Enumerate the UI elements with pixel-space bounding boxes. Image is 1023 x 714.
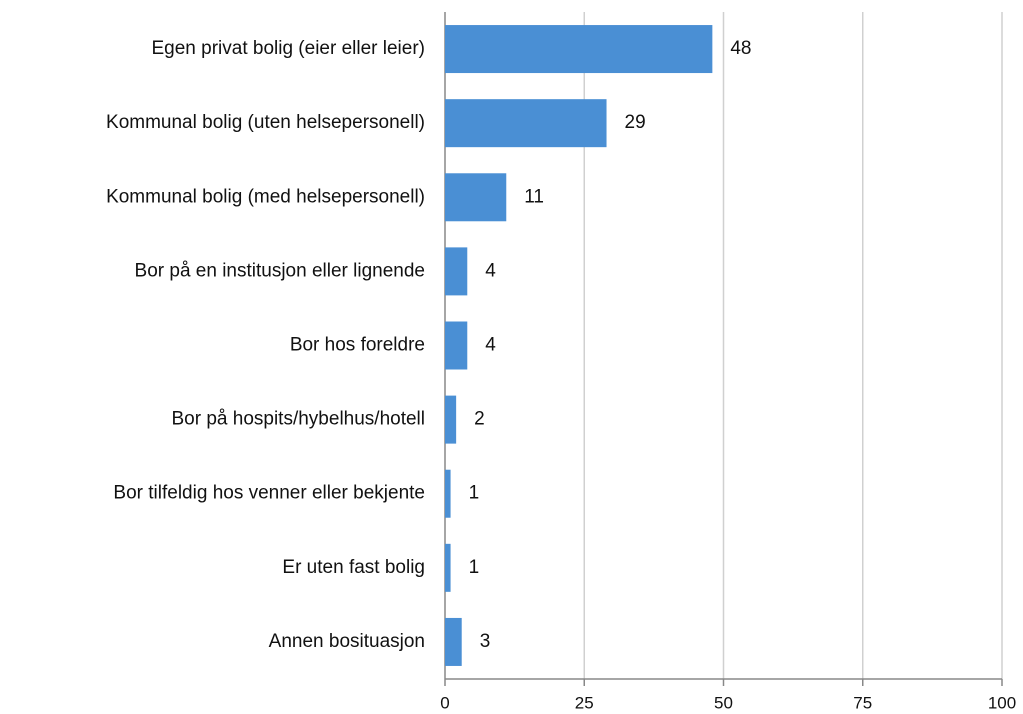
value-label: 4 [485, 335, 496, 356]
x-tick-label: 75 [853, 693, 872, 712]
bar [445, 173, 507, 222]
bar [445, 321, 468, 370]
value-label: 3 [480, 631, 491, 652]
value-label: 11 [524, 186, 544, 207]
x-tick-label: 25 [575, 693, 594, 712]
category-label: Bor på en institusjon eller lignende [135, 260, 425, 281]
value-label: 1 [469, 483, 480, 504]
x-tick-label: 0 [440, 693, 449, 712]
category-label: Bor på hospits/hybelhus/hotell [172, 409, 426, 430]
category-label: Er uten fast bolig [282, 557, 425, 578]
bar [445, 25, 713, 74]
category-label: Kommunal bolig (med helsepersonell) [106, 186, 425, 207]
value-label: 2 [474, 409, 485, 430]
category-label: Annen bosituasjon [269, 631, 425, 652]
bar [445, 395, 457, 444]
bar [445, 99, 607, 148]
bar [445, 617, 462, 666]
x-tick-label: 100 [988, 693, 1016, 712]
category-label: Bor tilfeldig hos venner eller bekjente [113, 483, 425, 504]
bar [445, 247, 468, 296]
category-label: Egen privat bolig (eier eller leier) [151, 38, 425, 59]
bar [445, 543, 451, 592]
value-label: 4 [485, 260, 496, 281]
category-label: Kommunal bolig (uten helsepersonell) [106, 112, 425, 133]
value-label: 29 [625, 112, 646, 133]
value-label: 48 [730, 38, 751, 59]
value-label: 1 [469, 557, 480, 578]
x-tick-label: 50 [714, 693, 733, 712]
bar [445, 469, 451, 518]
category-label: Bor hos foreldre [290, 335, 425, 356]
